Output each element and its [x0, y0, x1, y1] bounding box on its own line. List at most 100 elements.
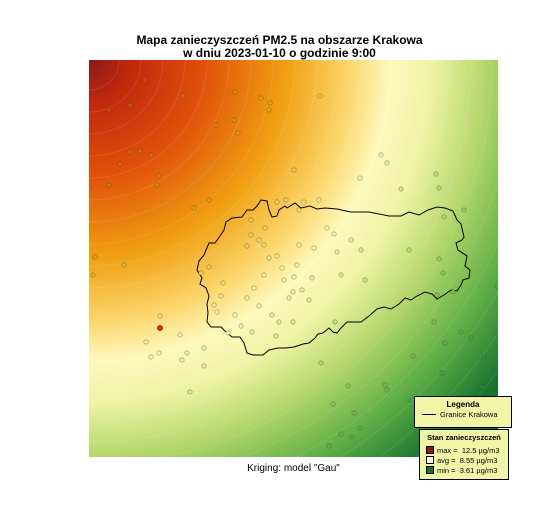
- station-point: [106, 107, 112, 113]
- station-point: [345, 383, 351, 389]
- station-point: [294, 262, 300, 268]
- station-point: [281, 277, 287, 283]
- station-point: [384, 387, 390, 393]
- station-point: [458, 329, 464, 335]
- stats-row-max: max = 12.5 µg/m3: [426, 446, 500, 455]
- station-point: [157, 313, 163, 319]
- station-point: [266, 255, 272, 261]
- station-point: [309, 275, 315, 281]
- station-point: [231, 117, 237, 123]
- max-swatch: [426, 446, 434, 454]
- station-point: [261, 272, 267, 278]
- station-point: [154, 182, 160, 188]
- station-point: [441, 214, 447, 220]
- station-point: [258, 95, 264, 101]
- station-point: [461, 207, 467, 213]
- station-point: [106, 182, 112, 188]
- station-point: [90, 272, 96, 278]
- station-point: [235, 130, 241, 136]
- station-point: [269, 312, 275, 318]
- station-point: [311, 245, 317, 251]
- station-point: [334, 249, 340, 255]
- map-title-line2: w dniu 2023-01-10 o godzinie 9:00: [183, 46, 376, 60]
- station-point: [89, 185, 92, 191]
- station-point: [439, 370, 445, 376]
- station-point: [127, 102, 133, 108]
- station-point: [273, 333, 279, 339]
- station-point: [213, 122, 219, 128]
- station-point: [299, 287, 305, 293]
- station-point: [256, 237, 262, 243]
- station-point: [283, 197, 289, 203]
- station-point: [262, 225, 268, 231]
- station-point: [201, 363, 207, 369]
- station-point: [351, 410, 357, 416]
- station-point: [179, 357, 185, 363]
- station-point: [251, 285, 257, 291]
- legend-title: Legenda: [446, 400, 480, 409]
- station-point: [494, 283, 498, 289]
- station-point: [290, 289, 296, 295]
- station-point: [248, 217, 254, 223]
- station-point: [274, 199, 280, 205]
- station-point: [434, 292, 440, 298]
- station-point: [256, 303, 262, 309]
- station-point: [317, 93, 323, 99]
- station-point: [384, 160, 390, 166]
- station-point: [266, 107, 272, 113]
- min-swatch: [426, 466, 434, 474]
- station-point: [306, 297, 312, 303]
- station-point: [324, 225, 330, 231]
- station-point: [279, 265, 285, 271]
- station-point: [410, 353, 416, 359]
- boundary-line-symbol: [422, 414, 436, 415]
- stats-avg-label: avg: [437, 456, 450, 465]
- station-point: [191, 205, 197, 211]
- station-point: [431, 319, 437, 325]
- station-point: [479, 384, 485, 390]
- station-point: [296, 207, 302, 213]
- station-point: [177, 332, 183, 338]
- station-point: [232, 312, 238, 318]
- stats-title: Stan zanieczyszczeń: [427, 433, 501, 442]
- station-point: [214, 309, 220, 315]
- station-point: [382, 382, 388, 388]
- station-point: [156, 173, 162, 179]
- station-point: [348, 237, 354, 243]
- station-point: [357, 425, 363, 431]
- station-point: [406, 247, 412, 253]
- stats-max-value: 12.5 µg/m3: [461, 446, 500, 455]
- station-point: [407, 397, 413, 403]
- kriging-surface: [89, 60, 498, 457]
- stats-max-label: max: [437, 446, 452, 455]
- station-point: [206, 197, 212, 203]
- station-point: [440, 270, 446, 276]
- station-point: [148, 354, 154, 360]
- station-point: [127, 149, 133, 155]
- station-point: [276, 319, 282, 325]
- station-point: [349, 434, 355, 440]
- station-point: [318, 360, 324, 366]
- station-point: [211, 302, 217, 308]
- station-point: [187, 389, 193, 395]
- station-point: [481, 355, 487, 361]
- station-point: [338, 272, 344, 278]
- station-point: [436, 185, 442, 191]
- station-point: [291, 274, 297, 280]
- station-point: [433, 171, 439, 177]
- station-point: [378, 152, 384, 158]
- station-point: [332, 319, 338, 325]
- station-point: [148, 152, 154, 158]
- station-point: [244, 295, 250, 301]
- station-point: [468, 335, 474, 341]
- station-point: [218, 293, 224, 299]
- stats-row-avg: avg = 8.55 µg/m3: [426, 456, 497, 465]
- stats-avg-value: 8.55 µg/m3: [459, 456, 498, 465]
- station-point: [261, 242, 267, 248]
- station-point: [398, 186, 404, 192]
- station-point: [220, 280, 226, 286]
- station-point: [357, 175, 363, 181]
- map-caption: Kriging: model "Gau": [247, 463, 340, 474]
- krakow-boundary: [196, 199, 471, 356]
- stats-box: Stan zanieczyszczeń max = 12.5 µg/m3 avg…: [419, 429, 509, 480]
